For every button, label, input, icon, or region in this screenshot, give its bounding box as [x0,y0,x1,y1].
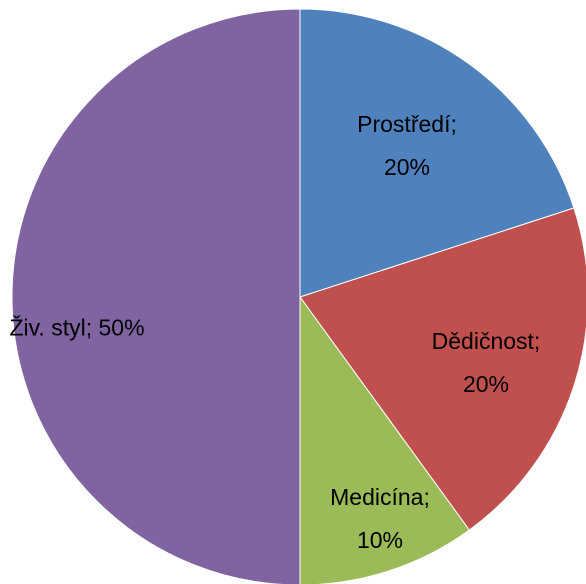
pie-slice [11,8,301,584]
pie-slice [299,8,575,298]
data-label: Medicína; 10% [330,484,430,553]
data-label: Živ. styl; 50% [9,314,145,341]
pie-slice [299,207,586,531]
pie-slice [299,295,470,584]
data-label: Dědičnost; 20% [431,328,541,397]
data-label: Prostředí; 20% [357,111,457,180]
